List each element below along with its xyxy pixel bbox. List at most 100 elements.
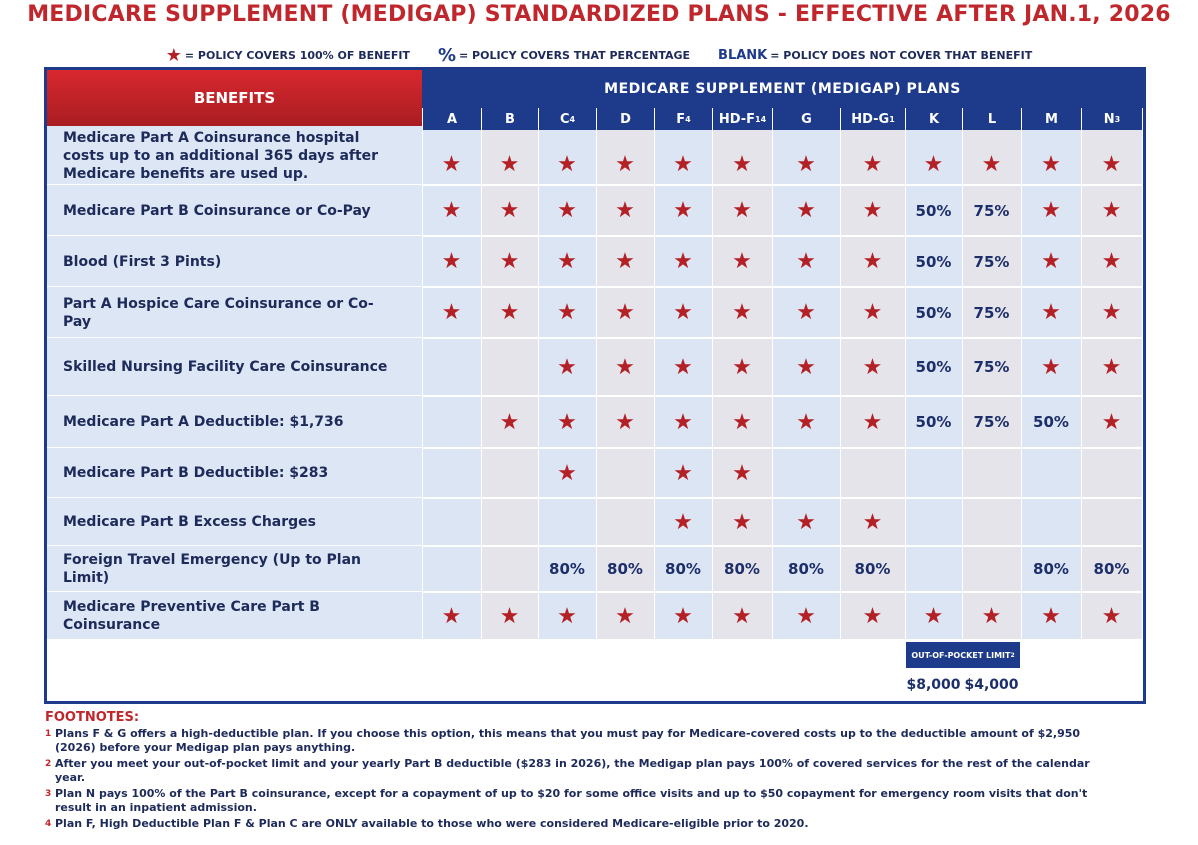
- footnote-number: 4: [45, 819, 52, 829]
- plan-cell: 75%: [973, 303, 1010, 322]
- footnote-text: Plans F & G offers a high-deductible pla…: [55, 727, 1081, 754]
- plan-cell: ★: [1041, 354, 1061, 380]
- row-line: [47, 337, 1143, 339]
- plan-label: M: [1045, 111, 1058, 127]
- plan-cell: ★: [557, 300, 577, 325]
- row-line: [47, 395, 1143, 397]
- plan-header: B: [481, 108, 538, 130]
- plan-header: HD-F 14: [712, 108, 772, 130]
- plan-sup: 14: [755, 114, 767, 124]
- plan-sup: 1: [889, 114, 895, 124]
- footnote-text: After you meet your out-of-pocket limit …: [55, 757, 1090, 784]
- plan-cell: ★: [862, 152, 883, 177]
- plan-cell: 50%: [915, 413, 952, 431]
- plan-cell: 80%: [665, 560, 701, 578]
- row-line: [47, 286, 1143, 288]
- plan-cell: 75%: [973, 201, 1010, 220]
- footnote: 1 Plans F & G offers a high-deductible pl…: [45, 727, 1155, 755]
- legend-symbol: BLANK: [718, 48, 768, 63]
- plan-cell: ★: [673, 460, 693, 486]
- oop-value: $4,000: [964, 677, 1019, 693]
- plan-cell: ★: [1041, 249, 1061, 274]
- plan-sup: 4: [569, 114, 576, 124]
- plan-cell: ★: [615, 249, 635, 274]
- plan-header: L: [962, 108, 1021, 130]
- plan-cell: ★: [796, 509, 816, 535]
- legend-item: BLANK = POLICY DOES NOT COVER THAT BENEFI…: [718, 48, 1032, 63]
- plan-cell: 80%: [788, 560, 824, 578]
- plan-cell: ★: [1041, 603, 1061, 629]
- plan-header: G: [772, 108, 840, 130]
- legend-text: = POLICY COVERS THAT PERCENTAGE: [458, 49, 691, 62]
- column-bg: [654, 128, 712, 640]
- plan-cell: ★: [441, 249, 462, 274]
- plan-cell: 50%: [915, 303, 952, 322]
- plan-cell: ★: [557, 603, 577, 629]
- plan-cell: ★: [796, 603, 816, 629]
- plan-header: M: [1021, 108, 1081, 130]
- oop-sup: 2: [1010, 651, 1015, 659]
- plan-label: K: [928, 111, 940, 127]
- footnotes: FOOTNOTES: 1 Plans F & G offers a high-de…: [45, 710, 1155, 831]
- plan-cell: 75%: [973, 413, 1010, 431]
- plan-cell: ★: [499, 300, 520, 325]
- column-bg: [1081, 128, 1142, 640]
- column-bg: [712, 128, 772, 640]
- plan-cell: ★: [1101, 409, 1122, 435]
- legend-item: % = POLICY COVERS THAT PERCENTAGE: [438, 45, 691, 66]
- plan-cell: ★: [732, 249, 752, 274]
- plan-cell: ★: [673, 152, 693, 177]
- benefit-cell: Medicare Part B Deductible: $283: [47, 448, 422, 498]
- plan-cell: ★: [499, 198, 520, 223]
- column-bg: [962, 128, 1021, 640]
- column-bg: [538, 128, 596, 640]
- plan-header: A: [422, 108, 481, 130]
- plan-cell: ★: [796, 152, 816, 177]
- plan-cell: ★: [796, 409, 816, 435]
- plan-cell: ★: [862, 509, 883, 535]
- plan-cell: ★: [673, 300, 693, 325]
- plan-label: F: [676, 111, 686, 127]
- benefit-cell: Foreign Travel Emergency (Up to Plan Lim…: [47, 546, 422, 592]
- plan-cell: ★: [499, 603, 520, 629]
- row-line: [47, 184, 1143, 186]
- benefit-cell: Medicare Part A Coinsurance hospital cos…: [47, 126, 422, 185]
- plan-cell: ★: [923, 152, 944, 177]
- plan-cell: ★: [557, 354, 577, 380]
- plan-cell: 50%: [1033, 413, 1069, 431]
- plan-sup: 4: [685, 114, 691, 124]
- footnote: 3 Plan N pays 100% of the Part B coinsura…: [45, 787, 1155, 815]
- plan-cell: 50%: [915, 358, 952, 376]
- benefit-cell: Medicare Part B Coinsurance or Co-Pay: [47, 185, 422, 236]
- footnote-text: Plan F, High Deductible Plan F & Plan C …: [55, 817, 809, 830]
- footnote-number: 1: [45, 729, 52, 739]
- column-bg: [840, 128, 905, 640]
- column-bg: [772, 128, 840, 640]
- plan-label: HD-G: [851, 111, 890, 127]
- oop-text: OUT-OF-POCKET LIMIT: [911, 650, 1011, 660]
- plan-cell: ★: [673, 354, 693, 380]
- plan-cell: ★: [732, 198, 752, 223]
- plan-cell: ★: [499, 409, 520, 435]
- row-line: [47, 447, 1143, 449]
- plan-cell: ★: [1041, 198, 1061, 223]
- plan-label: A: [446, 111, 458, 127]
- plan-cell: ★: [862, 249, 883, 274]
- plan-cell: ★: [557, 409, 577, 435]
- plan-cell: ★: [732, 152, 752, 177]
- plan-cell: ★: [732, 354, 752, 380]
- plan-cell: ★: [862, 300, 883, 325]
- column-bg: [422, 128, 481, 640]
- benefit-cell: Blood (First 3 Pints): [47, 236, 422, 287]
- plan-cell: ★: [615, 300, 635, 325]
- plan-cell: ★: [796, 354, 816, 380]
- plan-cell: ★: [796, 300, 816, 325]
- plan-label: HD-F: [718, 111, 756, 127]
- benefit-cell: Medicare Preventive Care Part B Coinsura…: [47, 592, 422, 640]
- legend-symbol: %: [437, 45, 456, 66]
- plan-cell: 50%: [915, 201, 952, 220]
- plan-cell: ★: [557, 152, 577, 177]
- row-line: [47, 497, 1143, 499]
- plan-cell: ★: [673, 249, 693, 274]
- plan-cell: ★: [732, 603, 752, 629]
